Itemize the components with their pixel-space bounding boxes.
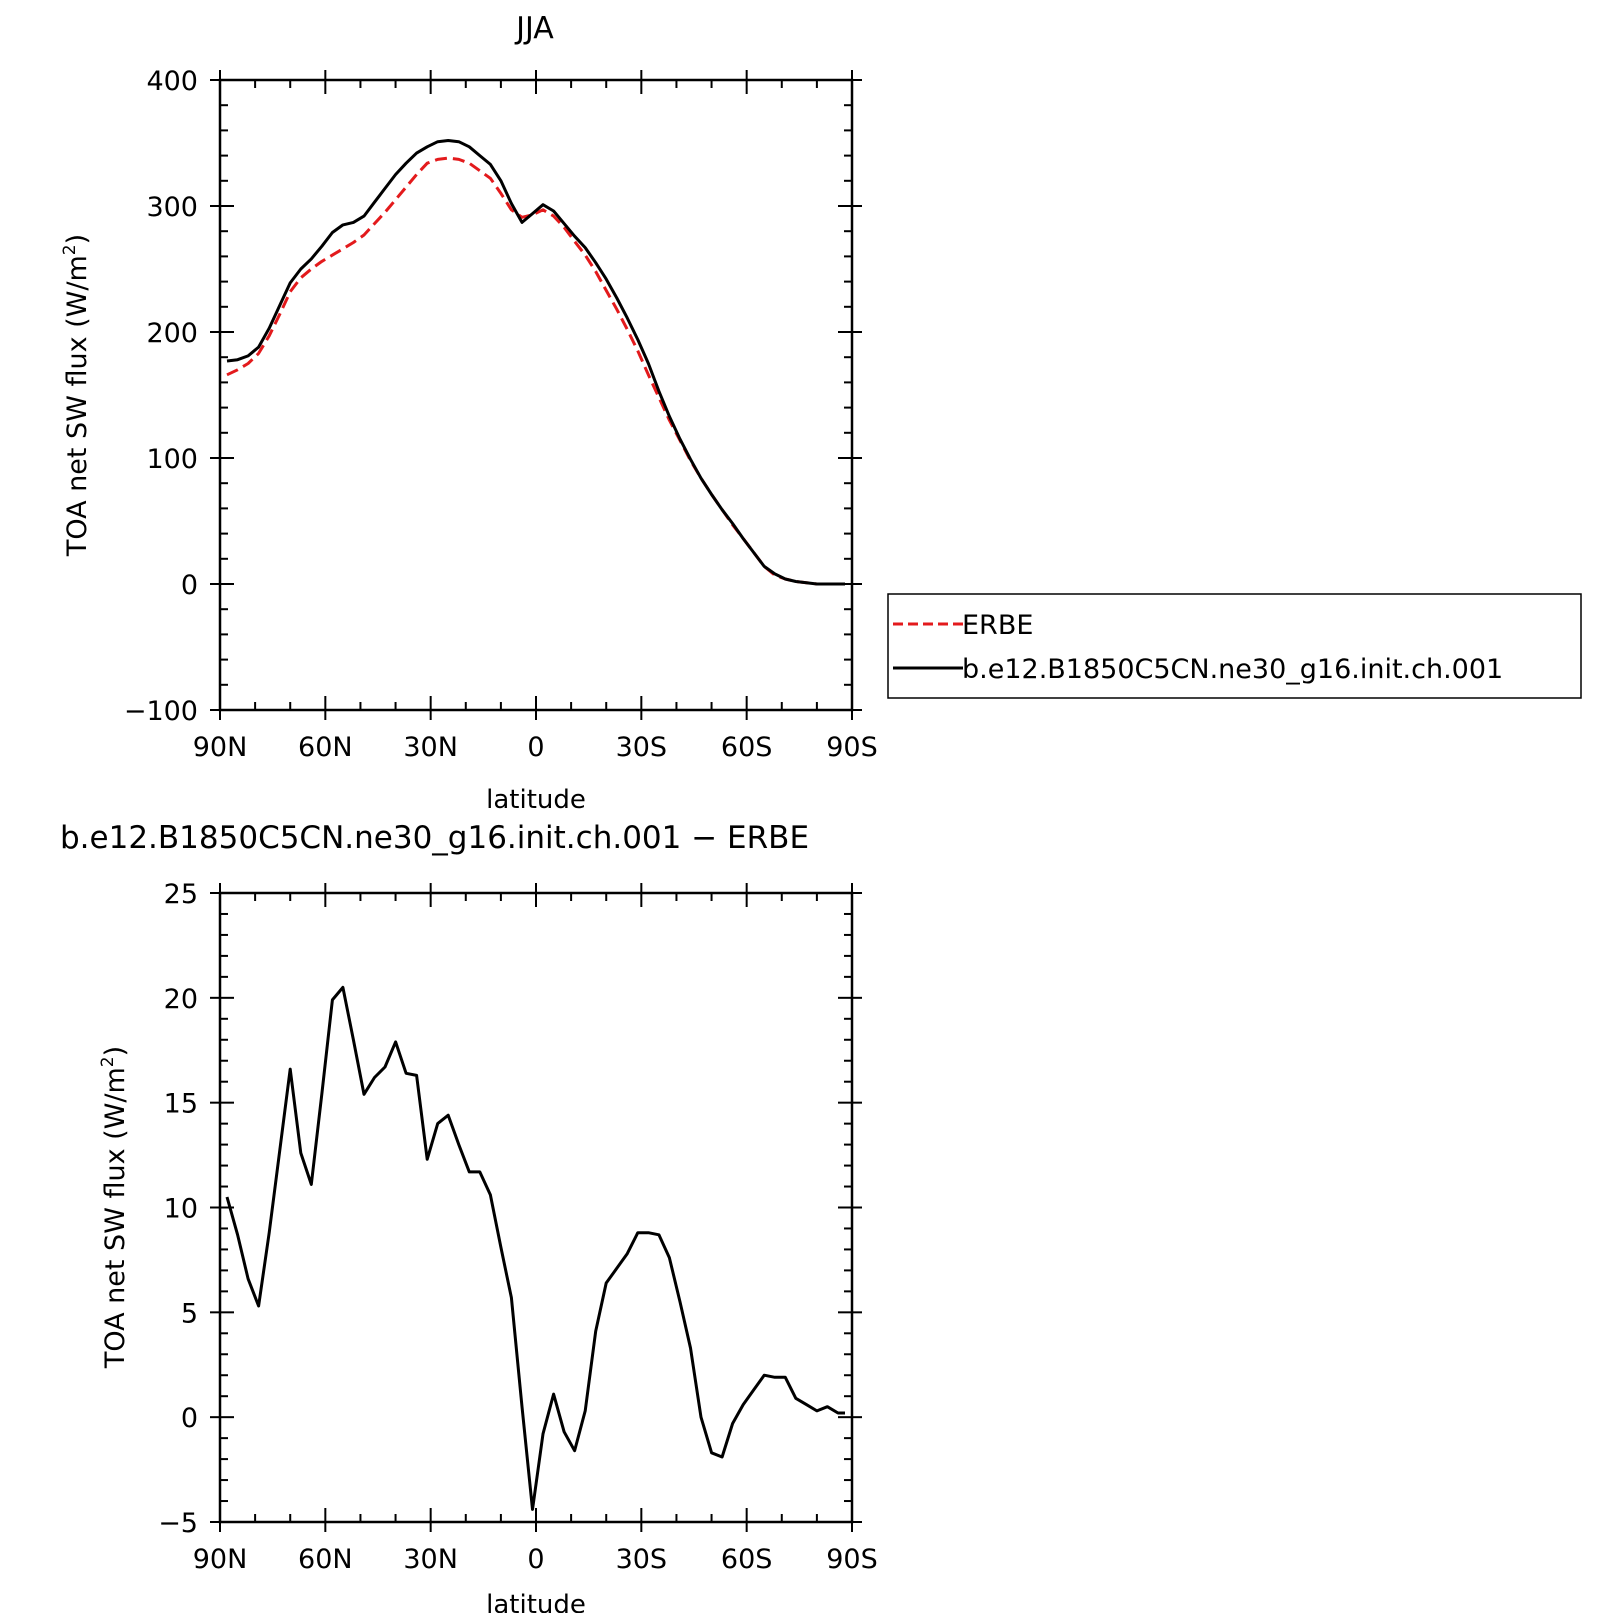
legend-box	[887, 593, 1582, 699]
y-tick-label: 0	[181, 1403, 198, 1434]
y-tick-label: 5	[181, 1298, 198, 1329]
top-panel-title: JJA	[514, 11, 554, 46]
bottom-panel-y-axis-label: TOA net SW flux (W/m2)	[98, 1046, 131, 1369]
y-tick-label: 15	[164, 1089, 198, 1120]
x-tick-label: 30N	[403, 732, 458, 763]
model-series-line	[226, 139, 845, 586]
erbe-series-line	[226, 156, 845, 586]
y-tick-label: 0	[181, 570, 198, 601]
y-tick-label: 25	[164, 879, 198, 910]
bottom-panel: b.e12.B1850C5CN.ne30_g16.init.ch.001 − E…	[60, 820, 878, 1613]
x-tick-label: 0	[527, 732, 544, 763]
x-tick-label: 60S	[721, 1544, 773, 1575]
bottom-panel-x-tick-labels: 90N 60N 30N 0 30S 60S 90S	[193, 1544, 878, 1575]
y-tick-label: 20	[164, 984, 198, 1015]
x-tick-label: 30S	[616, 1544, 668, 1575]
x-tick-label: 30N	[403, 1544, 458, 1575]
top-panel-series	[226, 139, 845, 586]
legend-label-model: b.e12.B1850C5CN.ne30_g16.init.ch.001	[962, 654, 1503, 685]
top-panel-ticks	[210, 70, 862, 720]
bottom-panel-x-axis-label: latitude	[486, 1590, 586, 1613]
x-tick-label: 90N	[193, 1544, 248, 1575]
bottom-panel-series	[225, 985, 845, 1511]
x-tick-label: 90S	[826, 1544, 878, 1575]
x-tick-label: 0	[527, 1544, 544, 1575]
x-tick-label: 60S	[721, 732, 773, 763]
x-tick-label: 90N	[193, 732, 248, 763]
difference-series-line	[225, 985, 845, 1511]
x-tick-label: 60N	[298, 1544, 353, 1575]
legend: ERBE b.e12.B1850C5CN.ne30_g16.init.ch.00…	[887, 593, 1582, 699]
top-panel-y-tick-labels: −100 0 100 200 300 400	[124, 66, 198, 727]
x-tick-label: 60N	[298, 732, 353, 763]
bottom-panel-title: b.e12.B1850C5CN.ne30_g16.init.ch.001 − E…	[60, 820, 809, 856]
top-panel-x-tick-labels: 90N 60N 30N 0 30S 60S 90S	[193, 732, 878, 763]
top-panel-y-axis-label: TOA net SW flux (W/m2)	[60, 234, 93, 557]
y-tick-label: 100	[146, 444, 198, 475]
y-tick-label: −100	[124, 696, 198, 727]
y-tick-label: 400	[146, 66, 198, 97]
legend-label-erbe: ERBE	[962, 610, 1033, 641]
bottom-panel-y-tick-labels: −5 0 5 10 15 20 25	[158, 879, 198, 1539]
bottom-panel-frame	[218, 891, 854, 1524]
y-tick-label: 200	[146, 318, 198, 349]
top-panel-frame	[218, 78, 854, 712]
bottom-panel-ticks	[210, 883, 862, 1532]
y-tick-label: 300	[146, 192, 198, 223]
y-tick-label: −5	[158, 1508, 198, 1539]
x-tick-label: 30S	[616, 732, 668, 763]
x-tick-label: 90S	[826, 732, 878, 763]
y-tick-label: 10	[164, 1194, 198, 1225]
top-panel-x-axis-label: latitude	[486, 785, 586, 815]
